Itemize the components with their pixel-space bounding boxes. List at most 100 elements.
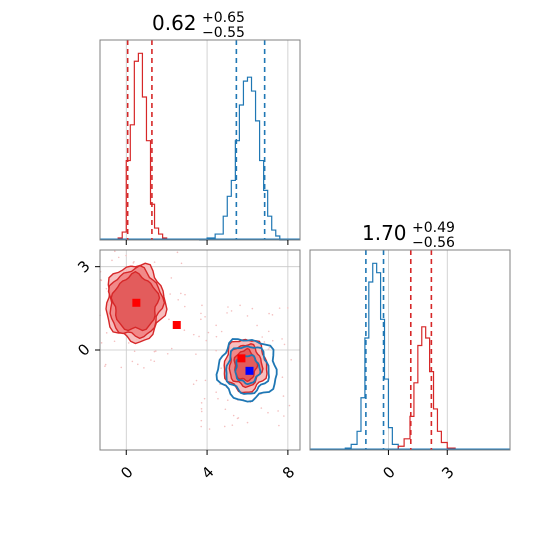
scatter-point <box>271 314 274 316</box>
scatter-point <box>200 419 203 422</box>
scatter-point <box>133 350 136 353</box>
scatter-point <box>215 324 217 327</box>
scatter-point <box>288 404 291 407</box>
scatter-point <box>277 410 279 412</box>
scatter-point <box>220 367 222 369</box>
scatter-point <box>246 315 249 317</box>
scatter-point <box>195 379 198 382</box>
hist-x-title-value: 0.62 <box>152 11 197 35</box>
scatter-point <box>183 329 186 332</box>
scatter-point <box>239 304 241 307</box>
scatter-point <box>153 360 156 363</box>
scatter-point <box>231 424 234 426</box>
scatter-point <box>150 359 152 361</box>
scatter-point <box>271 339 274 342</box>
scatter-point <box>215 349 217 352</box>
scatter-point <box>198 335 200 338</box>
scatter-point <box>290 358 292 361</box>
scatter-point <box>153 261 156 263</box>
scatter-point <box>105 287 108 290</box>
scatter-point <box>263 341 266 343</box>
scatter-point <box>200 410 203 413</box>
contour-blue <box>234 354 262 386</box>
scatter-point <box>267 330 270 333</box>
scatter-point <box>200 402 203 404</box>
scatter-point <box>114 250 116 253</box>
marker-blue <box>245 366 254 375</box>
scatter-point <box>192 333 195 336</box>
scatter-point <box>256 324 258 327</box>
scatter-point <box>113 340 116 343</box>
scatter-point <box>170 347 173 350</box>
scatter-point <box>192 383 195 385</box>
scatter-point <box>200 318 202 321</box>
scatter-point <box>204 379 207 382</box>
scatter-point <box>268 346 271 349</box>
scatter-point <box>104 365 106 367</box>
scatter-point <box>261 336 264 338</box>
hist-x-frame <box>99 39 301 241</box>
scatter-point <box>215 335 218 338</box>
scatter-point <box>260 407 263 409</box>
hy-hist-blue <box>344 262 399 450</box>
scatter-point <box>251 307 254 310</box>
scatter-point <box>268 312 270 315</box>
scatter-point <box>200 407 203 410</box>
hx-hist-blue <box>198 76 288 241</box>
scatter-point <box>195 353 197 355</box>
scatter-point <box>215 391 217 393</box>
scatter-point <box>169 293 171 295</box>
joint-x-tick-label: 4 <box>198 463 217 482</box>
scatter-point <box>201 304 203 307</box>
scatter-point <box>180 292 182 295</box>
scatter-point <box>100 342 103 344</box>
contour-blue <box>225 345 270 395</box>
scatter-point <box>236 417 239 420</box>
hist-y-x-tick-label: 0 <box>379 463 398 482</box>
scatter-point <box>203 397 206 400</box>
scatter-point <box>143 367 145 369</box>
contour-blue <box>215 338 278 403</box>
hist-y-title-value: 1.70 <box>362 221 407 245</box>
hist-y-title-plus: +0.49 <box>412 220 455 236</box>
scatter-point <box>168 318 170 321</box>
scatter-point <box>278 307 281 309</box>
hist-y-x-tick-label: 3 <box>438 463 457 482</box>
scatter-point <box>127 342 130 344</box>
scatter-point <box>224 408 227 411</box>
scatter-point <box>100 279 103 282</box>
scatter-point <box>170 277 173 279</box>
scatter-point <box>132 262 135 264</box>
scatter-point <box>226 399 229 401</box>
marker-red <box>172 321 181 329</box>
scatter-point <box>117 256 120 259</box>
scatter-point <box>166 352 169 355</box>
scatter-point <box>200 425 202 428</box>
scatter-point <box>125 254 127 257</box>
scatter-point <box>104 363 107 366</box>
scatter-point <box>184 293 186 296</box>
hist-y-frame <box>309 249 511 451</box>
scatter-point <box>283 415 285 417</box>
hx-hist-red <box>117 52 168 240</box>
scatter-point <box>136 363 139 366</box>
scatter-point <box>232 414 235 417</box>
scatter-point <box>281 376 284 379</box>
hist-x-title-minus: −0.55 <box>202 25 245 41</box>
scatter-point <box>153 350 156 353</box>
scatter-point <box>131 360 134 363</box>
scatter-point <box>267 411 269 414</box>
marker-red <box>132 298 141 307</box>
scatter-point <box>230 310 233 312</box>
scatter-point <box>220 330 223 333</box>
hy-hist-red <box>397 326 456 450</box>
scatter-point <box>267 348 270 350</box>
scatter-point <box>200 312 202 315</box>
joint-y-tick-label: 3 <box>74 257 93 276</box>
hist-x-title-plus: +0.65 <box>202 10 245 26</box>
scatter-point <box>217 397 219 400</box>
scatter-point <box>226 312 228 314</box>
scatter-point <box>180 262 183 265</box>
marker-red <box>237 354 246 363</box>
